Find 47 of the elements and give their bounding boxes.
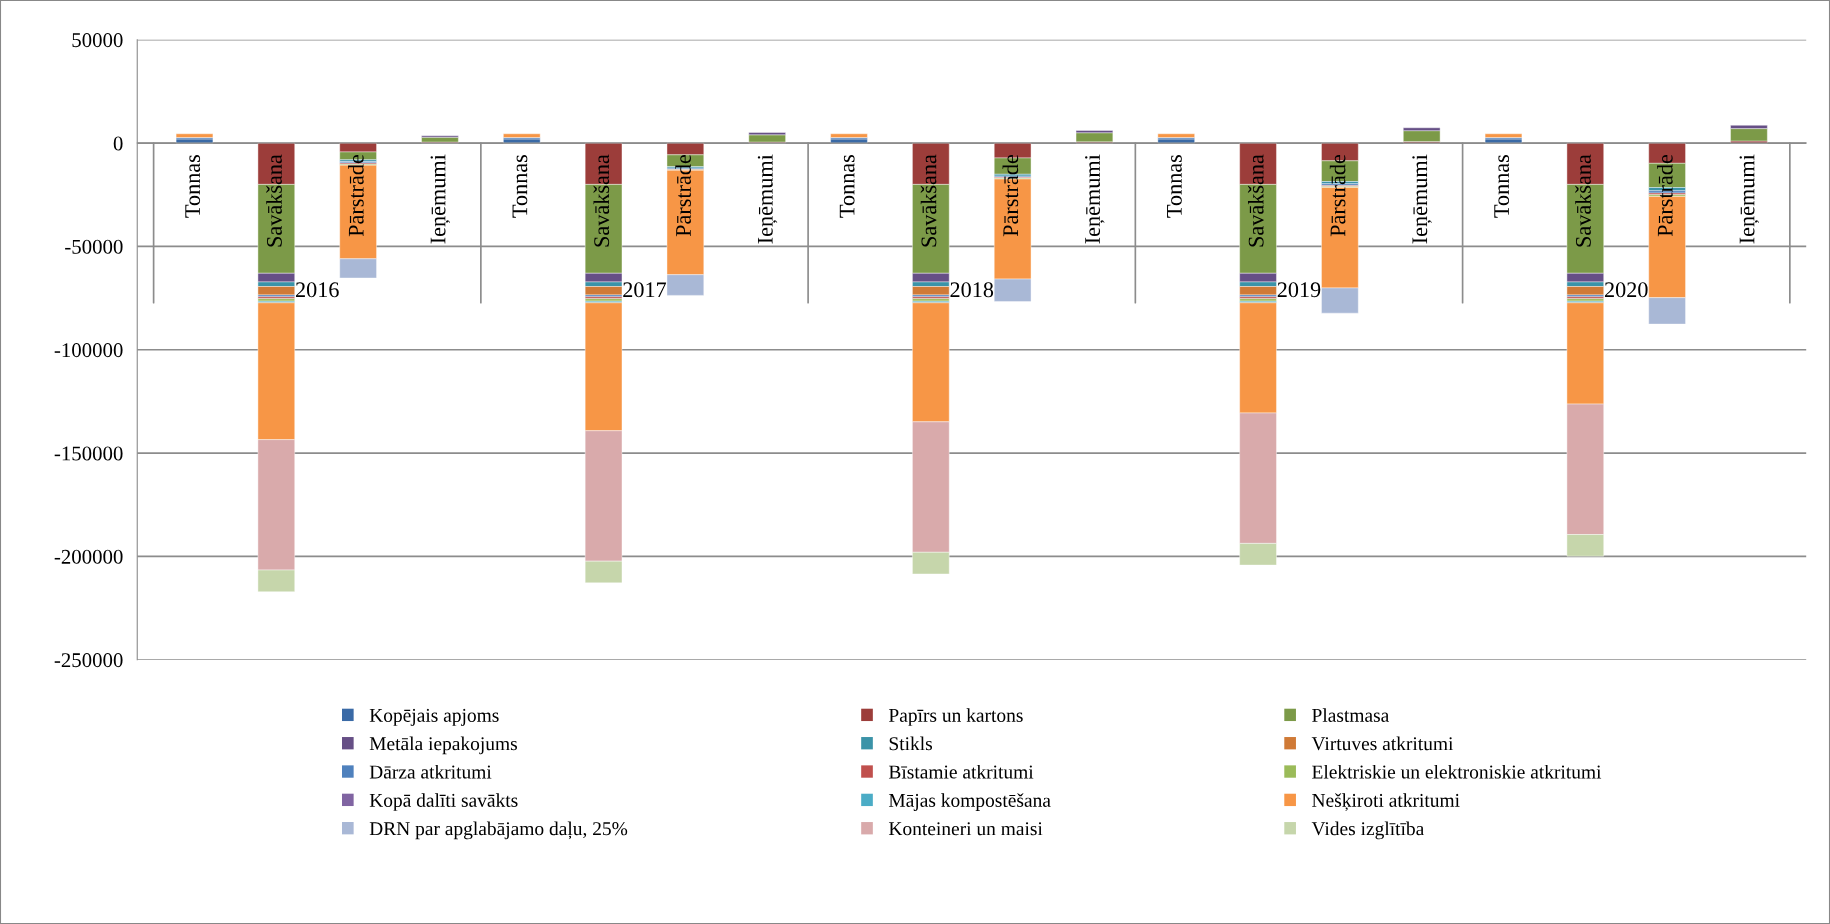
annotation: 2017: [623, 282, 667, 298]
legend-label: Stikls: [889, 736, 933, 751]
x-tick-label: Savākšana: [266, 154, 282, 247]
x-tick-label: Tonnas: [1167, 154, 1182, 218]
legend-label: Vides izglītība: [1311, 821, 1425, 840]
legend-label: Metāla iepakojums: [369, 736, 517, 755]
x-tick-label: Pārstrāde: [1657, 154, 1673, 237]
x-tick-label: Pārstrāde: [1002, 154, 1019, 237]
y-tick-label: -250000: [54, 653, 123, 668]
y-tick-label: -150000: [54, 446, 123, 461]
y-tick-label: 50000: [72, 33, 123, 48]
x-tick-label: Savākšana: [1247, 154, 1264, 247]
x-tick-label: Ieņēmumi: [430, 154, 451, 244]
legend-label: Plastmasa: [1312, 708, 1390, 722]
legend-label: Elektriskie un elektroniskie atkritumi: [1312, 764, 1602, 779]
legend-label: Bīstamie atkritumi: [888, 764, 1034, 779]
x-tick-label: Pārstrāde: [348, 154, 364, 237]
y-tick-label: -100000: [54, 343, 123, 358]
legend-label: Kopējais apjoms: [369, 708, 499, 726]
legend-label: Nešķiroti atkritumi: [1312, 793, 1460, 811]
x-tick-label: Pārstrāde: [1329, 154, 1346, 237]
x-tick-label: Savākšana: [920, 154, 937, 247]
annotation: 2016: [295, 282, 339, 298]
annotation: 2020: [1604, 282, 1648, 298]
annotation: 2018: [950, 282, 994, 298]
x-tick-label: Ieņēmumi: [1739, 154, 1760, 244]
x-tick-label: Tonnas: [839, 154, 855, 218]
y-tick-label: 0: [113, 136, 123, 151]
legend-label: DRN par apglabājamo daļu, 25%: [369, 821, 628, 840]
legend-label: Konteineri un maisi: [888, 822, 1043, 836]
x-tick-label: Tonnas: [512, 154, 528, 218]
y-tick-label: -50000: [65, 239, 123, 254]
x-tick-label: Savākšana: [1575, 154, 1591, 247]
x-tick-label: Pārstrāde: [675, 154, 691, 237]
x-tick-label: Ieņēmumi: [757, 154, 778, 244]
x-tick-label: Tonnas: [1494, 154, 1510, 218]
legend-label: Dārza atkritumi: [369, 764, 492, 779]
x-tick-label: Ieņēmumi: [1412, 154, 1432, 244]
annotation: 2019: [1277, 282, 1321, 298]
y-tick-label: -200000: [54, 549, 123, 564]
legend-label: Kopā dalīti savākts: [369, 793, 518, 811]
legend-label: Papīrs un kartons: [888, 708, 1023, 726]
x-tick-label: Savākšana: [593, 154, 610, 247]
x-tick-label: Ieņēmumi: [1085, 154, 1105, 244]
legend-label: Mājas kompostēšana: [888, 793, 1051, 811]
x-tick-label: Tonnas: [185, 154, 201, 218]
legend-label: Virtuves atkritumi: [1311, 736, 1454, 751]
